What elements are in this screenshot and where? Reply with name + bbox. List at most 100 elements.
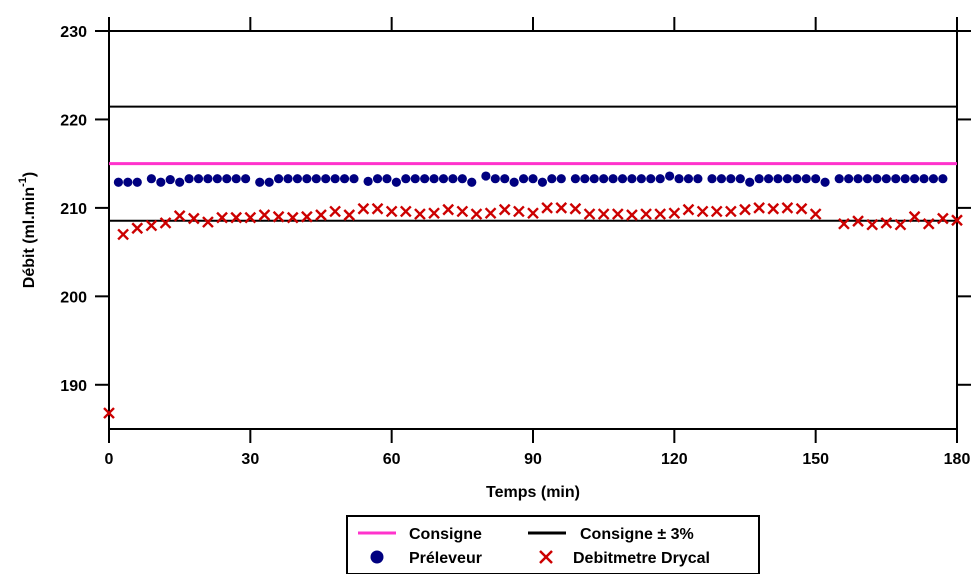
preleveur-point: [938, 174, 948, 184]
drycal-point: [597, 208, 610, 220]
drycal-point-stroke: [173, 210, 186, 222]
preleveur-point: [420, 174, 430, 184]
preleveur-point: [212, 174, 222, 184]
drycal-point: [385, 205, 398, 218]
preleveur-point: [608, 174, 618, 184]
drycal-point: [951, 214, 963, 227]
preleveur-point: [599, 174, 609, 184]
drycal-point-stroke: [894, 218, 907, 231]
x-tick-label: 60: [383, 451, 401, 468]
drycal-point: [258, 209, 271, 221]
y-axis-title: Débit (ml.min-1): [17, 172, 38, 288]
drycal-point: [611, 208, 624, 220]
preleveur-point: [448, 174, 458, 184]
drycal-point: [230, 211, 243, 224]
drycal-point: [145, 219, 158, 232]
drycal-point: [244, 211, 257, 224]
drycal-point: [753, 202, 765, 214]
preleveur-point: [264, 177, 274, 187]
preleveur-point: [556, 174, 566, 184]
drycal-point-stroke: [357, 202, 370, 215]
drycal-point-stroke: [809, 208, 822, 220]
drycal-point-stroke: [442, 203, 455, 216]
x-tick-label: 0: [105, 451, 114, 468]
drycal-point-stroke: [739, 203, 751, 216]
drycal-point-stroke: [951, 214, 963, 227]
preleveur-point: [490, 174, 500, 184]
preleveur-point: [509, 177, 519, 187]
drycal-point: [414, 208, 426, 220]
drycal-point: [654, 208, 667, 220]
preleveur-point: [853, 174, 863, 184]
drycal-point-stroke: [838, 217, 850, 230]
preleveur-point: [726, 174, 736, 184]
y-tick-label: 230: [60, 24, 87, 41]
series-preleveur: [113, 171, 948, 187]
drycal-point-stroke: [216, 211, 228, 224]
preleveur-point: [401, 174, 411, 184]
drycal-point-stroke: [922, 217, 935, 230]
preleveur-point: [518, 174, 529, 184]
drycal-point-stroke: [244, 211, 257, 224]
drycal-point: [541, 202, 553, 214]
drycal-point-stroke: [103, 407, 115, 419]
drycal-point-stroke: [767, 202, 780, 215]
drycal-point: [442, 203, 455, 216]
preleveur-point: [655, 174, 665, 184]
drycal-point: [809, 208, 822, 220]
drycal-point: [583, 208, 596, 220]
drycal-point-stroke: [781, 202, 794, 214]
drycal-point-stroke: [117, 228, 129, 241]
drycal-point: [329, 205, 341, 218]
drycal-point: [555, 202, 568, 214]
legend-swatch-drycal: [539, 550, 553, 564]
drycal-point: [838, 217, 850, 230]
preleveur-point: [674, 174, 684, 184]
preleveur-point: [481, 171, 491, 181]
preleveur-point: [693, 174, 703, 184]
legend-label-preleveur: Préleveur: [409, 550, 482, 567]
legend: Consigne Consigne ± 3% Préleveur Debitme…: [346, 515, 760, 574]
preleveur-point: [330, 174, 340, 184]
drycal-point: [894, 218, 907, 231]
drycal-point-stroke: [852, 215, 864, 228]
drycal-point-stroke: [131, 222, 144, 235]
drycal-point: [484, 207, 497, 220]
drycal-point-stroke: [202, 216, 214, 228]
preleveur-point: [910, 174, 920, 184]
preleveur-point: [820, 177, 830, 187]
preleveur-point: [321, 174, 331, 184]
drycal-point-stroke: [555, 202, 568, 214]
drycal-point: [343, 209, 356, 221]
preleveur-point: [132, 177, 142, 187]
drycal-point-stroke: [866, 218, 879, 231]
drycal-point-stroke: [385, 205, 398, 218]
preleveur-point: [283, 174, 293, 184]
preleveur-point: [382, 174, 392, 184]
drycal-point-stroke: [399, 205, 412, 218]
drycal-point-stroke: [230, 211, 243, 224]
preleveur-point: [617, 174, 628, 184]
drycal-point-stroke: [498, 203, 511, 216]
x-tick-label: 30: [241, 451, 259, 468]
preleveur-point: [363, 176, 373, 186]
preleveur-point: [763, 174, 774, 184]
preleveur-point: [646, 174, 656, 184]
preleveur-point: [683, 174, 694, 184]
drycal-point-stroke: [484, 207, 497, 220]
preleveur-point: [349, 174, 359, 184]
preleveur-point: [636, 174, 646, 184]
preleveur-point: [872, 174, 882, 184]
drycal-point: [668, 207, 681, 220]
drycal-point: [315, 209, 327, 221]
preleveur-point: [754, 174, 764, 184]
x-tick-label: 150: [802, 451, 829, 468]
preleveur-point: [467, 177, 477, 187]
preleveur-point: [627, 174, 637, 184]
drycal-point: [159, 217, 172, 229]
drycal-point-stroke: [315, 209, 327, 221]
drycal-point-stroke: [414, 208, 426, 220]
drycal-point-stroke: [343, 209, 356, 221]
preleveur-point: [528, 174, 538, 184]
drycal-point: [357, 202, 370, 215]
